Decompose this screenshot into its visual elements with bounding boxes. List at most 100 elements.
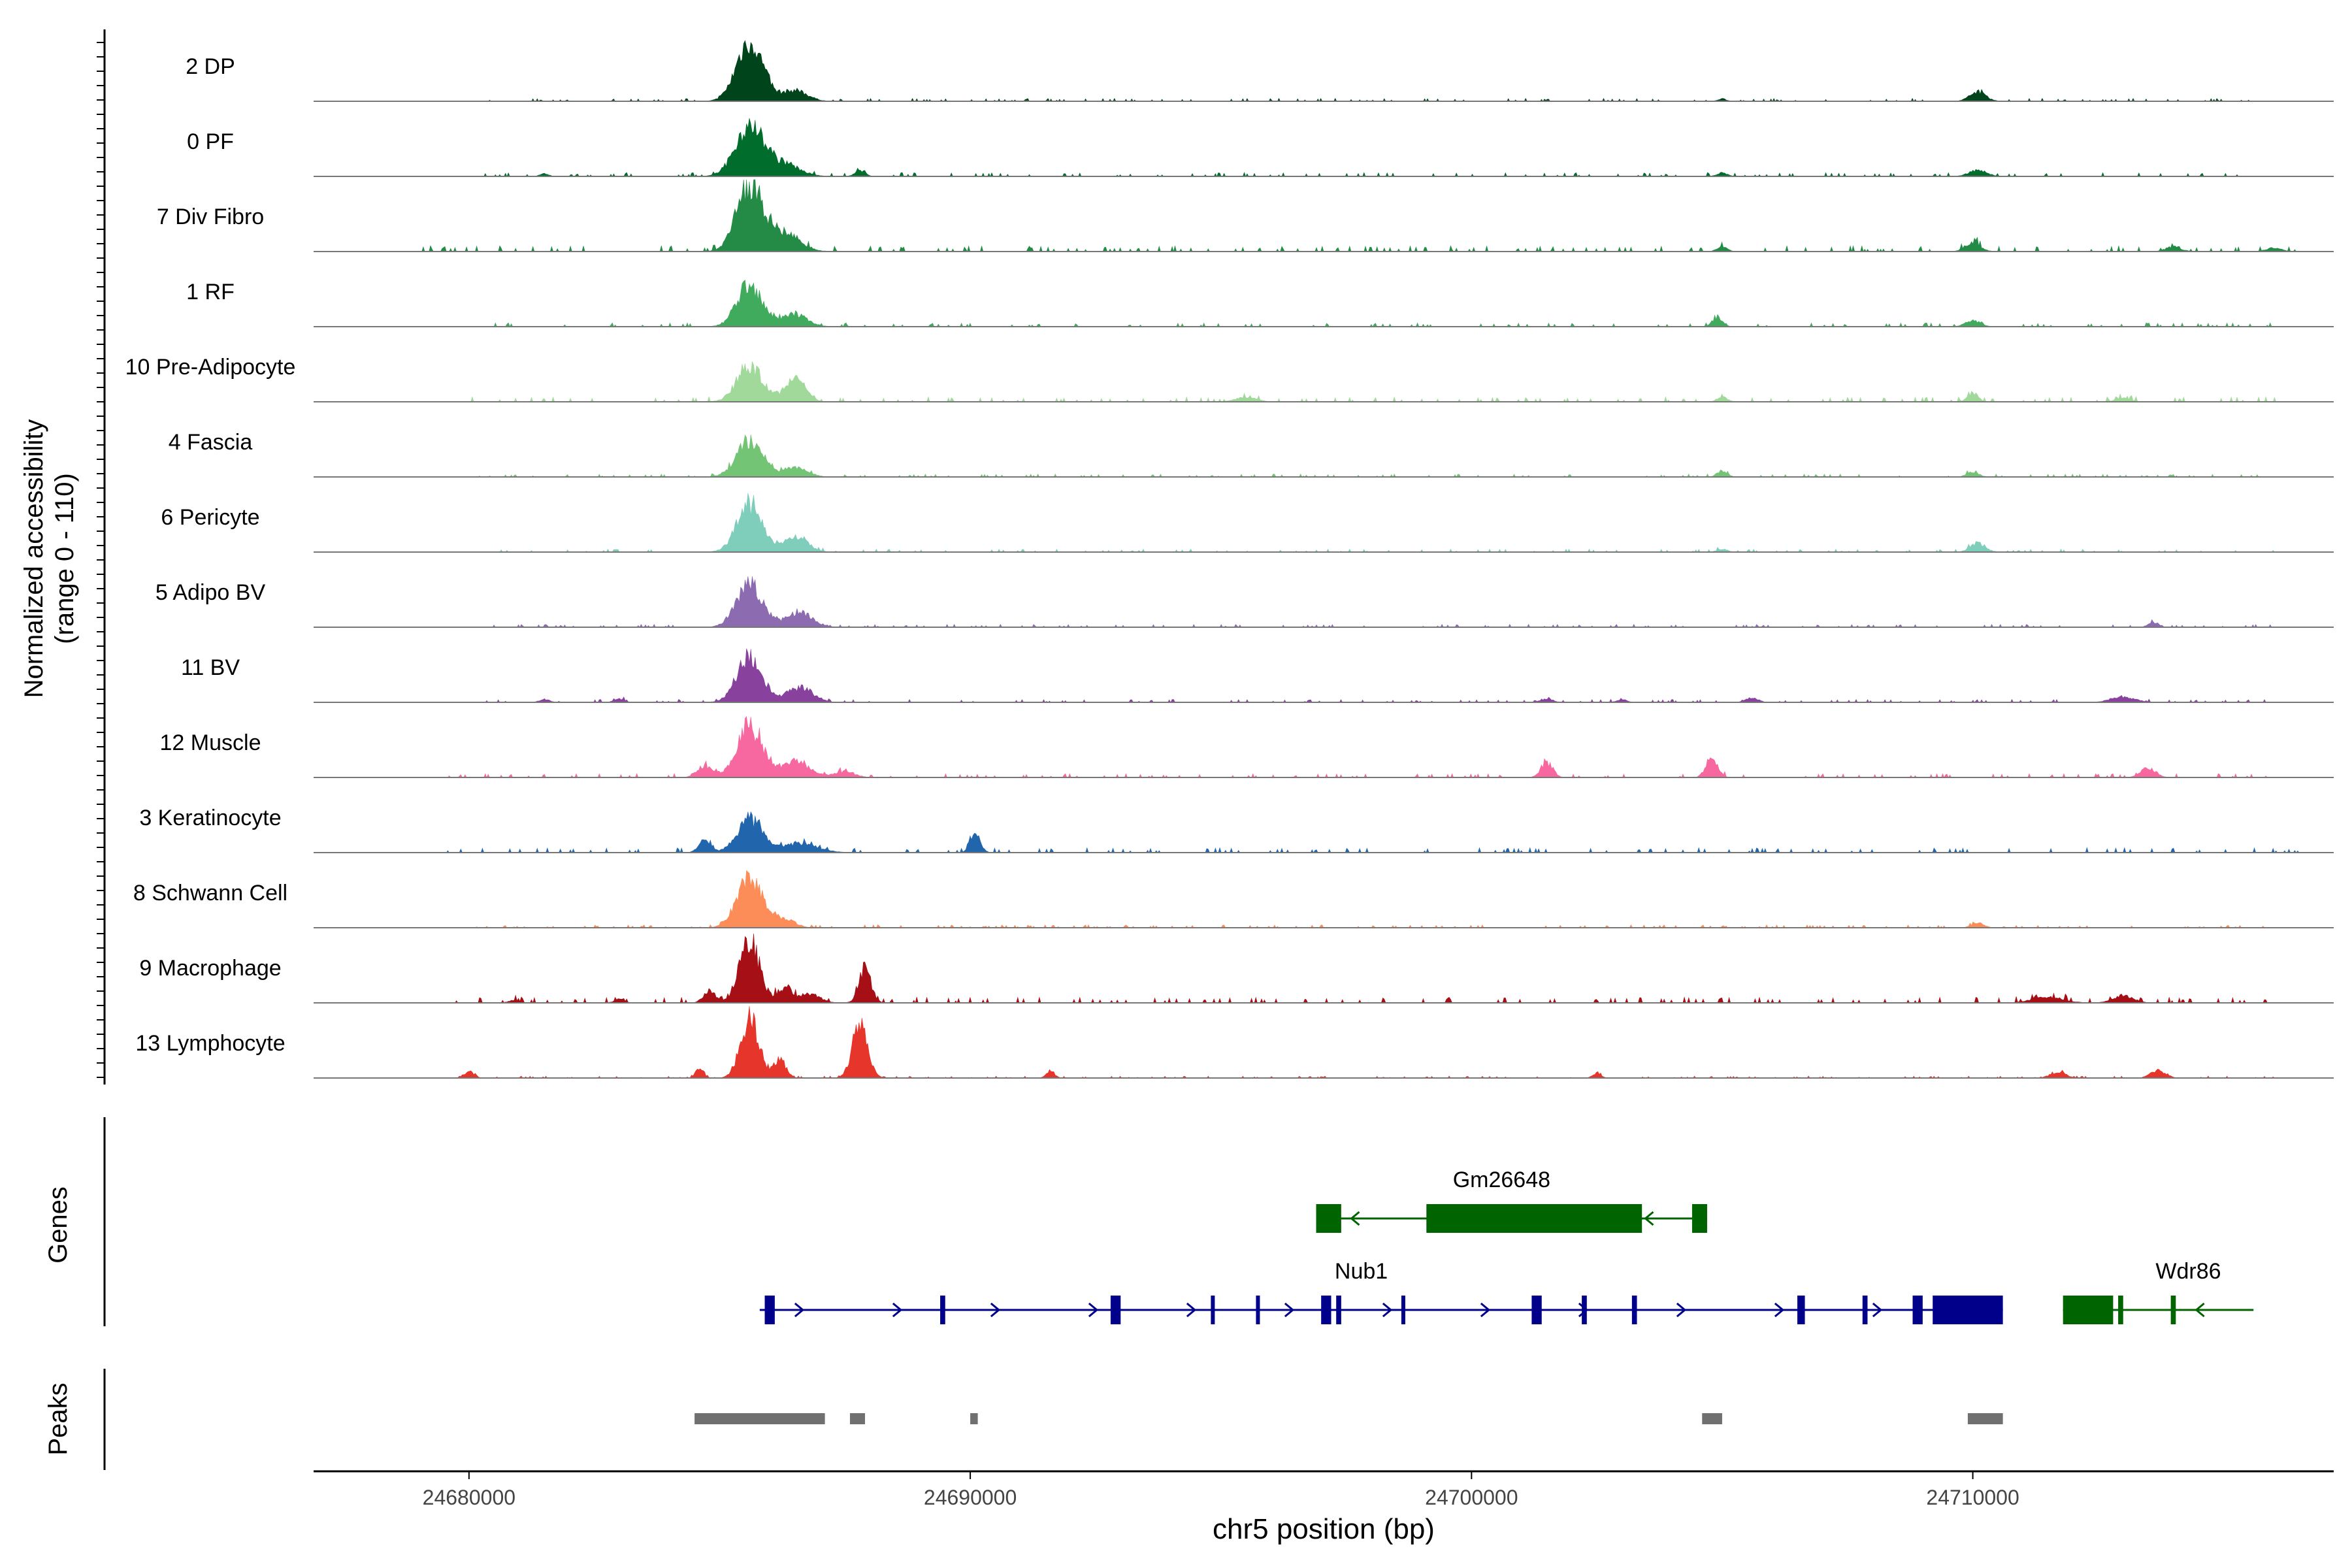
x-tick-label: 24710000 xyxy=(1926,1486,2019,1509)
track-label: 7 Div Fibro xyxy=(157,204,264,229)
strand-arrow xyxy=(1676,1302,1687,1318)
gene-label: Wdr86 xyxy=(2155,1259,2221,1284)
gene-exon xyxy=(1912,1296,1923,1324)
strand-arrow xyxy=(1872,1302,1883,1318)
gene-exon xyxy=(940,1296,945,1324)
strand-arrow xyxy=(1774,1302,1785,1318)
strand-arrow xyxy=(1480,1302,1491,1318)
strand-arrow xyxy=(990,1302,1001,1318)
coverage-area xyxy=(314,361,2334,402)
peak-region xyxy=(1967,1413,2003,1424)
track-4-fascia: 4 Fascia xyxy=(169,430,2334,478)
gene-label: Nub1 xyxy=(1335,1259,1388,1284)
track-1-rf: 1 RF xyxy=(186,280,2334,327)
track-9-macrophage: 9 Macrophage xyxy=(139,933,2334,1004)
gene-exon xyxy=(2118,1296,2123,1324)
genes-track-label: Genes xyxy=(44,1186,73,1264)
x-axis-title: chr5 position (bp) xyxy=(1213,1513,1435,1545)
gene-exon xyxy=(1321,1296,1331,1324)
track-10-pre-adipocyte: 10 Pre-Adipocyte xyxy=(125,355,2334,402)
track-label: 4 Fascia xyxy=(169,430,253,455)
gene-exon xyxy=(1797,1296,1805,1324)
x-tick-label: 24690000 xyxy=(924,1486,1017,1509)
gene-exon xyxy=(2170,1296,2176,1324)
track-label: 8 Schwann Cell xyxy=(133,881,287,906)
coverage-area xyxy=(314,648,2334,703)
gene-exon xyxy=(1531,1296,1542,1324)
peak-region xyxy=(849,1413,865,1424)
track-label: 1 RF xyxy=(186,280,235,304)
track-label: 3 Keratinocyte xyxy=(139,806,281,830)
coverage-area xyxy=(314,493,2334,553)
track-7-div-fibro: 7 Div Fibro xyxy=(157,179,2334,253)
strand-arrow xyxy=(1284,1302,1295,1318)
accessibility-y-axis xyxy=(97,29,106,1085)
gene-exon xyxy=(1336,1296,1341,1324)
strand-arrow xyxy=(1088,1302,1099,1318)
coverage-area xyxy=(314,1005,2334,1079)
track-label: 6 Pericyte xyxy=(161,505,259,530)
coverage-area xyxy=(314,179,2334,253)
x-tick-label: 24700000 xyxy=(1425,1486,1518,1509)
peak-regions-track xyxy=(694,1413,2003,1424)
gene-exon xyxy=(764,1296,775,1324)
gene-label: Gm26648 xyxy=(1453,1168,1550,1192)
track-5-adipo-bv: 5 Adipo BV xyxy=(155,576,2334,628)
track-label: 11 BV xyxy=(181,655,240,680)
strand-arrow xyxy=(1578,1302,1589,1318)
track-8-schwann-cell: 8 Schwann Cell xyxy=(133,870,2334,928)
track-0-pf: 0 PF xyxy=(187,118,2334,177)
gene-exon xyxy=(1110,1296,1121,1324)
strand-arrow xyxy=(1350,1211,1360,1226)
coverage-area xyxy=(314,576,2334,628)
strand-arrow xyxy=(1186,1302,1197,1318)
track-label: 0 PF xyxy=(187,129,234,154)
gene-exon xyxy=(1211,1296,1215,1324)
track-label: 13 Lymphocyte xyxy=(135,1031,285,1056)
track-11-bv: 11 BV xyxy=(181,648,2334,703)
track-12-muscle: 12 Muscle xyxy=(160,715,2334,778)
track-label: 2 DP xyxy=(186,54,235,79)
track-label: 9 Macrophage xyxy=(139,956,281,981)
gene-exon xyxy=(1401,1296,1405,1324)
peak-region xyxy=(1702,1413,1722,1424)
track-label: 12 Muscle xyxy=(160,730,261,755)
peak-region xyxy=(970,1413,978,1424)
track-6-pericyte: 6 Pericyte xyxy=(161,493,2334,553)
peaks-track-label: Peaks xyxy=(44,1382,73,1455)
track-2-dp: 2 DP xyxy=(186,40,2334,102)
peak-region xyxy=(694,1413,825,1424)
strand-arrow xyxy=(1644,1211,1654,1226)
gene-exon xyxy=(1862,1296,1868,1324)
strand-arrow xyxy=(892,1302,903,1318)
gene-exon xyxy=(1316,1204,1341,1233)
strand-arrow xyxy=(794,1302,805,1318)
coverage-tracks: 2 DP 0 PF 7 Div Fibro 1 RF 10 Pre-Adipocyte 4… xyxy=(125,40,2334,1079)
gene-exon xyxy=(1582,1296,1587,1324)
y-axis-title-line1: Normalized accessibility xyxy=(20,419,48,698)
coverage-area xyxy=(314,811,2334,853)
y-axis-title-line2: (range 0 - 110) xyxy=(50,473,79,644)
track-label: 5 Adipo BV xyxy=(155,580,266,605)
strand-arrow xyxy=(2195,1302,2205,1318)
x-axis-ticks: 24680000 24690000 24700000 24710000 xyxy=(423,1471,2019,1509)
coverage-area xyxy=(314,434,2334,478)
coverage-area xyxy=(314,280,2334,327)
track-3-keratinocyte: 3 Keratinocyte xyxy=(139,806,2334,853)
gene-exon xyxy=(1631,1296,1637,1324)
coverage-area xyxy=(314,40,2334,102)
coverage-area xyxy=(314,933,2334,1004)
strand-arrow xyxy=(1382,1302,1393,1318)
gene-exon xyxy=(1426,1204,1642,1233)
coverage-area xyxy=(314,715,2334,778)
coverage-area xyxy=(314,870,2334,928)
gene-exon xyxy=(2063,1296,2114,1324)
gene-annotation-track: Gm26648 Nub1 Wdr86 xyxy=(759,1168,2254,1324)
gene-exon xyxy=(1933,1296,2003,1324)
gene-exon xyxy=(1691,1204,1707,1233)
track-label: 10 Pre-Adipocyte xyxy=(125,355,296,380)
track-13-lymphocyte: 13 Lymphocyte xyxy=(135,1005,2334,1079)
gene-gm26648: Gm26648 xyxy=(1316,1168,1707,1233)
coverage-area xyxy=(314,118,2334,177)
